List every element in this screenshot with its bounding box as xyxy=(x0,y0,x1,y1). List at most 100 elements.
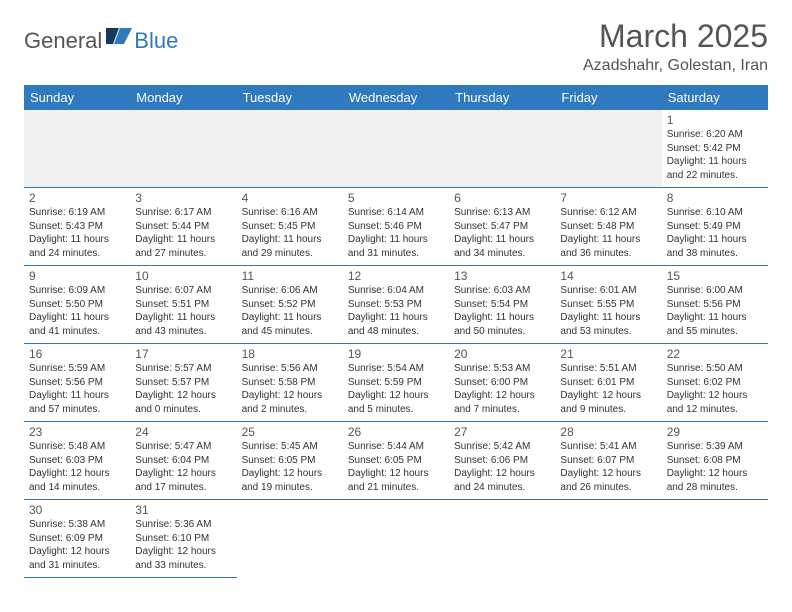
calendar-cell: 24Sunrise: 5:47 AMSunset: 6:04 PMDayligh… xyxy=(130,422,236,500)
calendar-cell: 28Sunrise: 5:41 AMSunset: 6:07 PMDayligh… xyxy=(555,422,661,500)
day-info: Sunrise: 5:56 AMSunset: 5:58 PMDaylight:… xyxy=(242,362,338,416)
day-number: 25 xyxy=(242,425,338,439)
calendar-cell: 27Sunrise: 5:42 AMSunset: 6:06 PMDayligh… xyxy=(449,422,555,500)
day-number: 10 xyxy=(135,269,231,283)
logo-text-blue: Blue xyxy=(134,28,178,54)
day-info: Sunrise: 5:39 AMSunset: 6:08 PMDaylight:… xyxy=(667,440,763,494)
day-number: 23 xyxy=(29,425,125,439)
calendar-cell: 5Sunrise: 6:14 AMSunset: 5:46 PMDaylight… xyxy=(343,188,449,266)
calendar-cell: 26Sunrise: 5:44 AMSunset: 6:05 PMDayligh… xyxy=(343,422,449,500)
calendar-cell: 2Sunrise: 6:19 AMSunset: 5:43 PMDaylight… xyxy=(24,188,130,266)
calendar-cell: 13Sunrise: 6:03 AMSunset: 5:54 PMDayligh… xyxy=(449,266,555,344)
day-info: Sunrise: 5:45 AMSunset: 6:05 PMDaylight:… xyxy=(242,440,338,494)
calendar-cell: 8Sunrise: 6:10 AMSunset: 5:49 PMDaylight… xyxy=(662,188,768,266)
day-number: 30 xyxy=(29,503,125,517)
calendar-cell-empty xyxy=(24,110,130,188)
calendar-row: 30Sunrise: 5:38 AMSunset: 6:09 PMDayligh… xyxy=(24,500,768,578)
month-title: March 2025 xyxy=(583,18,768,55)
day-number: 7 xyxy=(560,191,656,205)
day-info: Sunrise: 6:10 AMSunset: 5:49 PMDaylight:… xyxy=(667,206,763,260)
day-info: Sunrise: 6:09 AMSunset: 5:50 PMDaylight:… xyxy=(29,284,125,338)
day-number: 20 xyxy=(454,347,550,361)
day-number: 17 xyxy=(135,347,231,361)
day-number: 11 xyxy=(242,269,338,283)
calendar-row: 23Sunrise: 5:48 AMSunset: 6:03 PMDayligh… xyxy=(24,422,768,500)
calendar-cell-empty xyxy=(662,500,768,578)
day-info: Sunrise: 6:20 AMSunset: 5:42 PMDaylight:… xyxy=(667,128,763,182)
day-number: 27 xyxy=(454,425,550,439)
calendar-table: SundayMondayTuesdayWednesdayThursdayFrid… xyxy=(24,85,768,578)
calendar-cell-empty xyxy=(237,500,343,578)
calendar-cell: 25Sunrise: 5:45 AMSunset: 6:05 PMDayligh… xyxy=(237,422,343,500)
calendar-cell: 7Sunrise: 6:12 AMSunset: 5:48 PMDaylight… xyxy=(555,188,661,266)
logo: General Blue xyxy=(24,26,178,55)
calendar-cell: 17Sunrise: 5:57 AMSunset: 5:57 PMDayligh… xyxy=(130,344,236,422)
day-number: 14 xyxy=(560,269,656,283)
day-number: 13 xyxy=(454,269,550,283)
day-number: 3 xyxy=(135,191,231,205)
calendar-row: 1Sunrise: 6:20 AMSunset: 5:42 PMDaylight… xyxy=(24,110,768,188)
calendar-cell-empty xyxy=(449,110,555,188)
day-number: 1 xyxy=(667,113,763,127)
day-info: Sunrise: 5:50 AMSunset: 6:02 PMDaylight:… xyxy=(667,362,763,416)
calendar-cell: 21Sunrise: 5:51 AMSunset: 6:01 PMDayligh… xyxy=(555,344,661,422)
day-info: Sunrise: 5:48 AMSunset: 6:03 PMDaylight:… xyxy=(29,440,125,494)
day-info: Sunrise: 5:38 AMSunset: 6:09 PMDaylight:… xyxy=(29,518,125,572)
day-info: Sunrise: 6:01 AMSunset: 5:55 PMDaylight:… xyxy=(560,284,656,338)
day-number: 4 xyxy=(242,191,338,205)
day-number: 9 xyxy=(29,269,125,283)
calendar-row: 9Sunrise: 6:09 AMSunset: 5:50 PMDaylight… xyxy=(24,266,768,344)
day-number: 6 xyxy=(454,191,550,205)
day-header-friday: Friday xyxy=(555,85,661,110)
day-number: 16 xyxy=(29,347,125,361)
day-info: Sunrise: 6:00 AMSunset: 5:56 PMDaylight:… xyxy=(667,284,763,338)
day-info: Sunrise: 6:19 AMSunset: 5:43 PMDaylight:… xyxy=(29,206,125,260)
calendar-cell: 19Sunrise: 5:54 AMSunset: 5:59 PMDayligh… xyxy=(343,344,449,422)
day-header-tuesday: Tuesday xyxy=(237,85,343,110)
day-info: Sunrise: 5:44 AMSunset: 6:05 PMDaylight:… xyxy=(348,440,444,494)
day-header-sunday: Sunday xyxy=(24,85,130,110)
day-info: Sunrise: 6:13 AMSunset: 5:47 PMDaylight:… xyxy=(454,206,550,260)
header: General Blue March 2025 Azadshahr, Goles… xyxy=(24,18,768,81)
calendar-cell: 11Sunrise: 6:06 AMSunset: 5:52 PMDayligh… xyxy=(237,266,343,344)
day-info: Sunrise: 5:41 AMSunset: 6:07 PMDaylight:… xyxy=(560,440,656,494)
calendar-cell-empty xyxy=(130,110,236,188)
day-number: 15 xyxy=(667,269,763,283)
day-number: 24 xyxy=(135,425,231,439)
calendar-cell: 31Sunrise: 5:36 AMSunset: 6:10 PMDayligh… xyxy=(130,500,236,578)
day-info: Sunrise: 6:03 AMSunset: 5:54 PMDaylight:… xyxy=(454,284,550,338)
day-number: 29 xyxy=(667,425,763,439)
calendar-cell-empty xyxy=(343,500,449,578)
day-number: 19 xyxy=(348,347,444,361)
day-number: 21 xyxy=(560,347,656,361)
day-info: Sunrise: 6:14 AMSunset: 5:46 PMDaylight:… xyxy=(348,206,444,260)
calendar-cell: 6Sunrise: 6:13 AMSunset: 5:47 PMDaylight… xyxy=(449,188,555,266)
calendar-cell-empty xyxy=(343,110,449,188)
day-number: 22 xyxy=(667,347,763,361)
day-info: Sunrise: 6:16 AMSunset: 5:45 PMDaylight:… xyxy=(242,206,338,260)
day-info: Sunrise: 6:07 AMSunset: 5:51 PMDaylight:… xyxy=(135,284,231,338)
logo-text-general: General xyxy=(24,28,102,54)
day-number: 31 xyxy=(135,503,231,517)
day-header-saturday: Saturday xyxy=(662,85,768,110)
day-number: 2 xyxy=(29,191,125,205)
day-number: 18 xyxy=(242,347,338,361)
calendar-cell: 3Sunrise: 6:17 AMSunset: 5:44 PMDaylight… xyxy=(130,188,236,266)
calendar-cell: 22Sunrise: 5:50 AMSunset: 6:02 PMDayligh… xyxy=(662,344,768,422)
calendar-cell: 30Sunrise: 5:38 AMSunset: 6:09 PMDayligh… xyxy=(24,500,130,578)
calendar-cell: 12Sunrise: 6:04 AMSunset: 5:53 PMDayligh… xyxy=(343,266,449,344)
day-info: Sunrise: 6:04 AMSunset: 5:53 PMDaylight:… xyxy=(348,284,444,338)
calendar-row: 2Sunrise: 6:19 AMSunset: 5:43 PMDaylight… xyxy=(24,188,768,266)
calendar-cell-empty xyxy=(555,110,661,188)
day-info: Sunrise: 6:12 AMSunset: 5:48 PMDaylight:… xyxy=(560,206,656,260)
flag-icon xyxy=(106,26,132,49)
day-info: Sunrise: 5:54 AMSunset: 5:59 PMDaylight:… xyxy=(348,362,444,416)
day-header-monday: Monday xyxy=(130,85,236,110)
day-info: Sunrise: 5:59 AMSunset: 5:56 PMDaylight:… xyxy=(29,362,125,416)
calendar-row: 16Sunrise: 5:59 AMSunset: 5:56 PMDayligh… xyxy=(24,344,768,422)
day-info: Sunrise: 6:06 AMSunset: 5:52 PMDaylight:… xyxy=(242,284,338,338)
calendar-cell: 29Sunrise: 5:39 AMSunset: 6:08 PMDayligh… xyxy=(662,422,768,500)
calendar-cell: 18Sunrise: 5:56 AMSunset: 5:58 PMDayligh… xyxy=(237,344,343,422)
day-number: 8 xyxy=(667,191,763,205)
day-header-wednesday: Wednesday xyxy=(343,85,449,110)
